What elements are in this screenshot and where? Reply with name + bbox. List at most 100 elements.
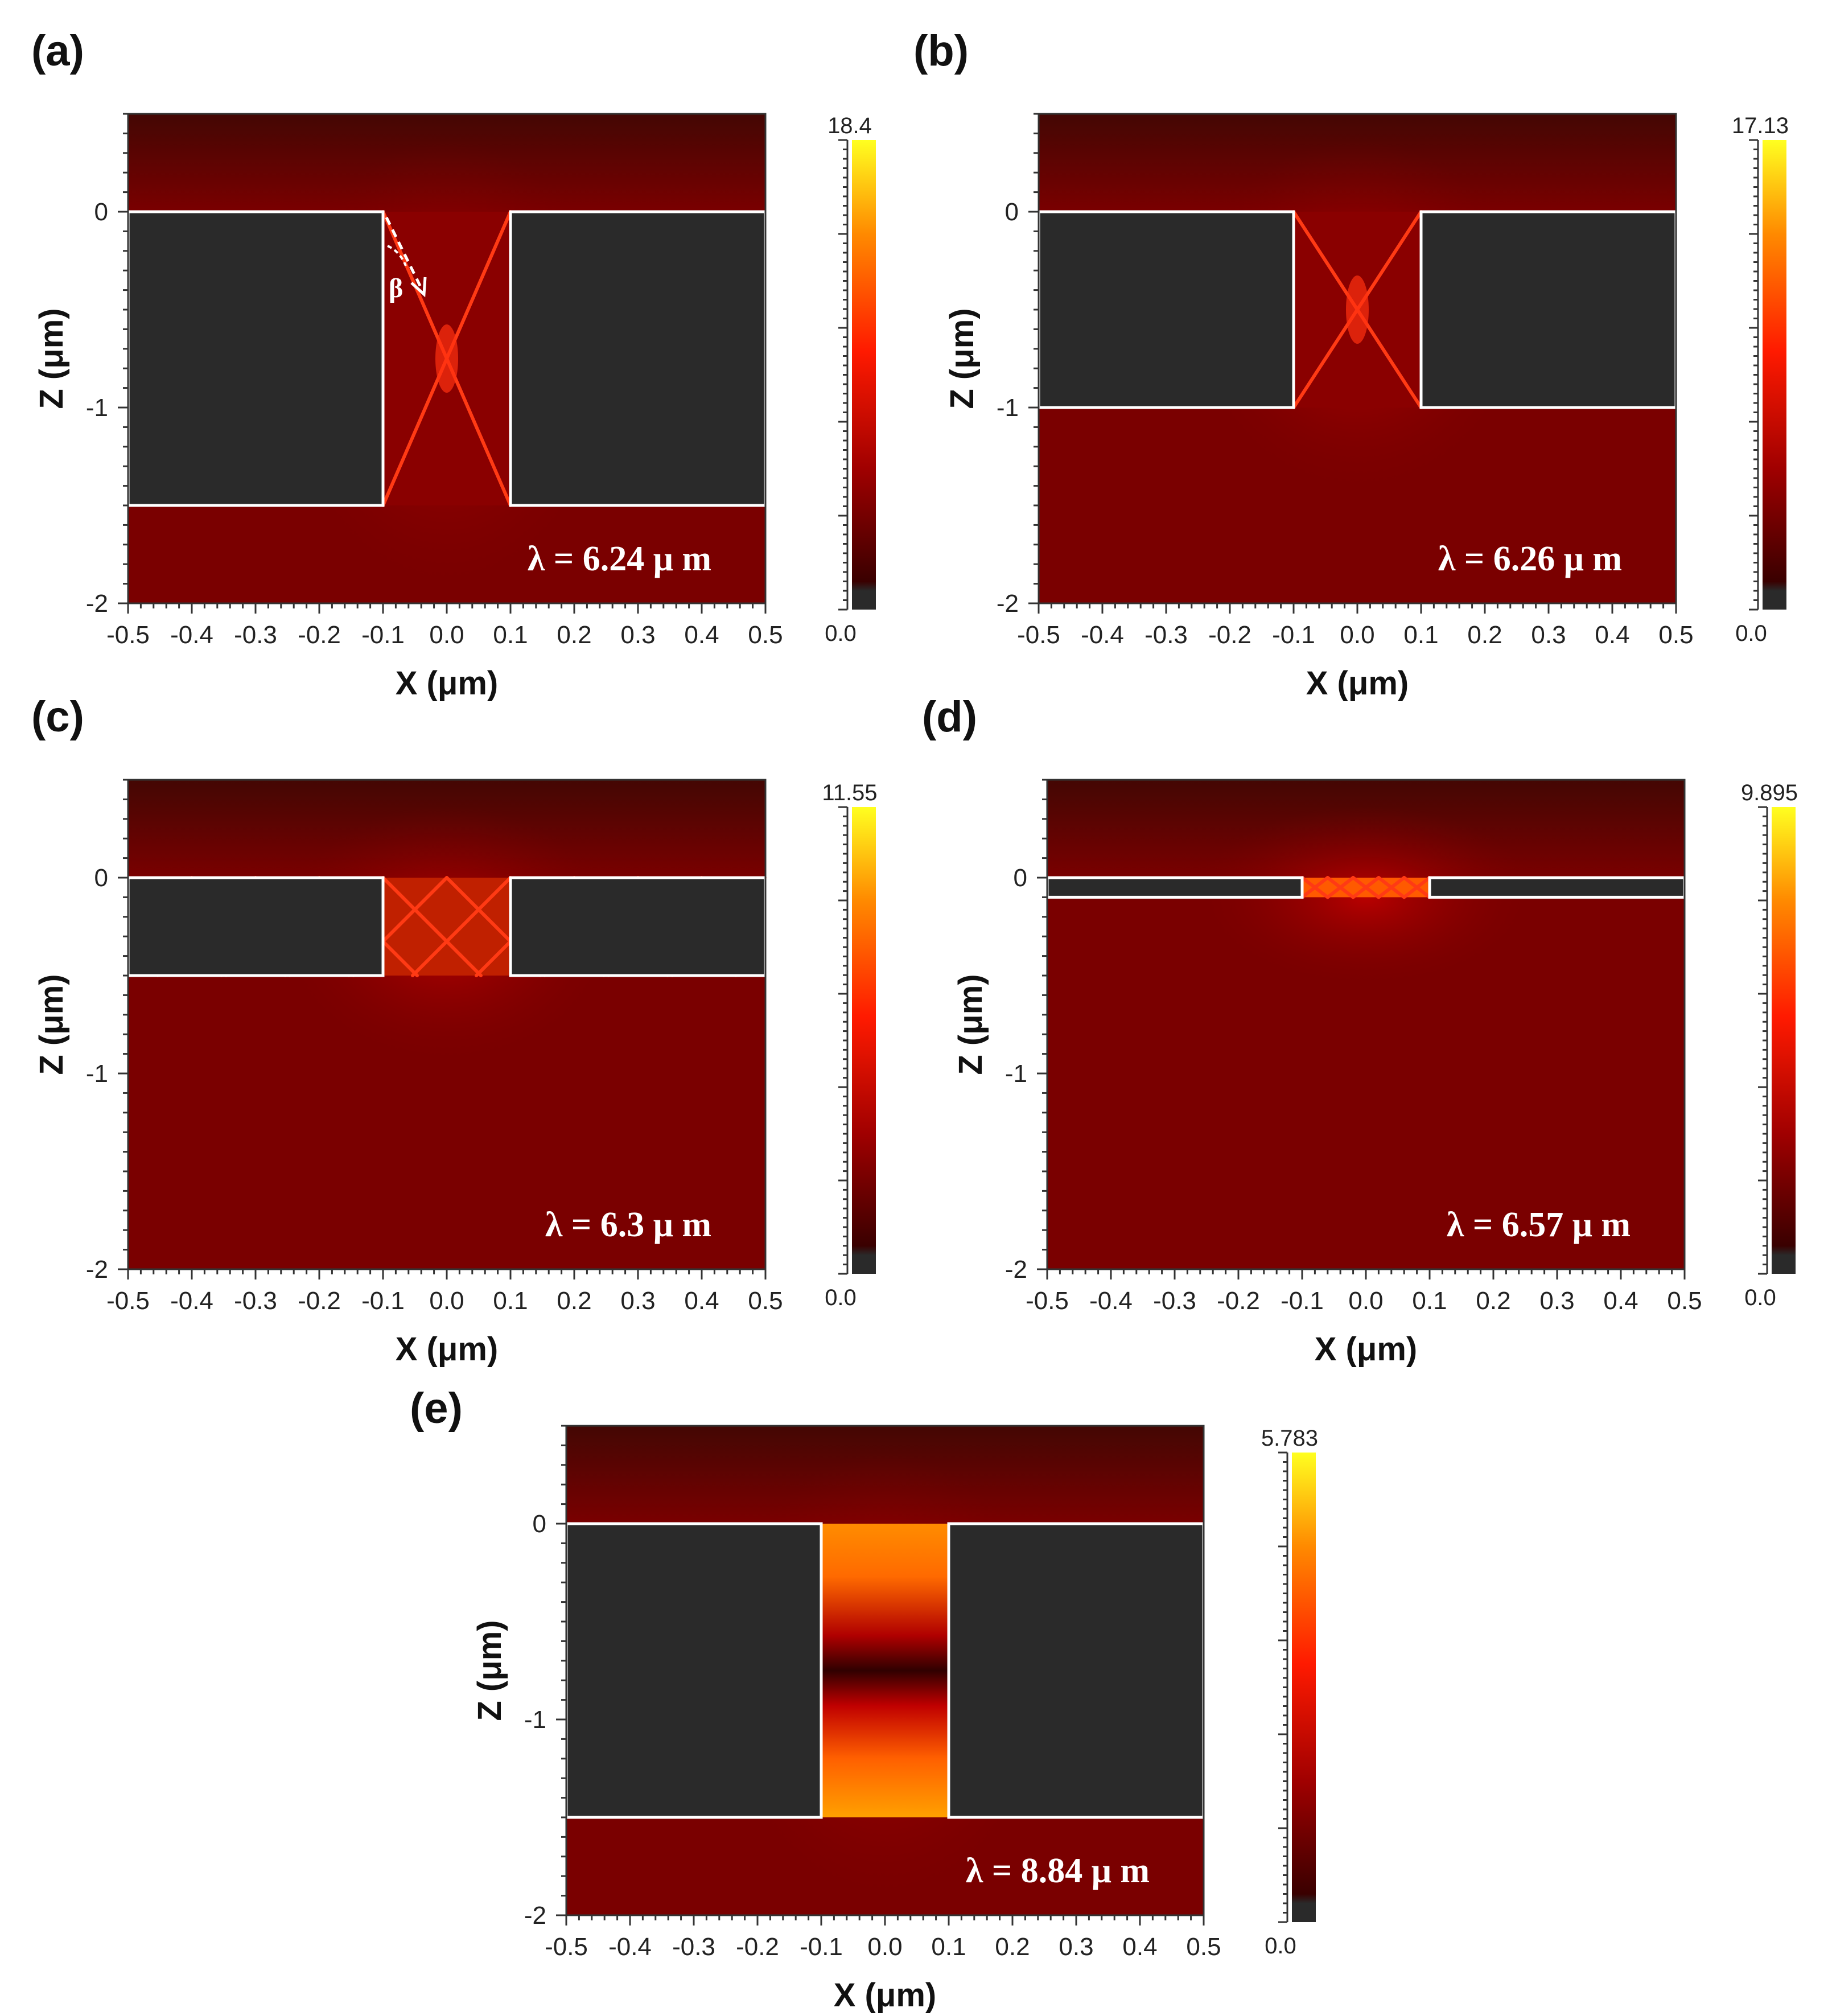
x-tick-label: 0.0: [1348, 1287, 1383, 1315]
x-axis-label: X (μm): [834, 1977, 937, 2014]
y-tick-label: -1: [86, 1060, 108, 1088]
x-tick-label: 0.4: [684, 621, 719, 649]
wavelength-label: λ = 8.84 μ m: [966, 1852, 1150, 1890]
y-axis-label: Z (μm): [471, 1620, 508, 1721]
panel-b: (b) λ = 6.26 μ m -0.5 -0.4 -0.3 -0.2 -0.1 0.0 0.…: [913, 27, 1789, 702]
wavelength-label: λ = 6.57 μ m: [1447, 1206, 1631, 1244]
x-axis-label: X (μm): [1315, 1331, 1418, 1368]
x-tick-label: -0.5: [106, 1287, 150, 1315]
x-tick-label: 0.3: [620, 1287, 655, 1315]
y-axis-label: Z (μm): [952, 974, 989, 1075]
x-tick-label: -0.2: [298, 621, 341, 649]
x-tick-label: -0.3: [1144, 621, 1188, 649]
y-axis-label: Z (μm): [33, 974, 70, 1075]
y-tick-label: -1: [524, 1706, 546, 1734]
colorbar-min-label: 0.0: [1744, 1285, 1776, 1310]
x-tick-label: 0.5: [748, 621, 783, 649]
ray-line: [411, 876, 512, 977]
x-tick-label: -0.2: [736, 1933, 779, 1961]
y-axis-label: Z (μm): [944, 308, 981, 409]
x-tick-label: -0.4: [608, 1933, 652, 1961]
y-tick-label: -2: [1005, 1256, 1027, 1283]
metal-block-left: [126, 876, 385, 977]
colorbar-min-label: 0.0: [825, 621, 857, 646]
y-tick-label: 0: [1014, 864, 1027, 892]
metal-block-right: [509, 876, 767, 977]
wavelength-label: λ = 6.3 μ m: [545, 1206, 711, 1244]
x-tick-label: 0.2: [557, 621, 591, 649]
y-tick-label: -2: [524, 1902, 546, 1929]
wavelength-label: λ = 6.24 μ m: [528, 540, 711, 578]
x-tick-label: -0.3: [234, 1287, 277, 1315]
x-tick-label: 0.1: [1412, 1287, 1447, 1315]
x-tick-label: 0.1: [493, 1287, 528, 1315]
x-tick-label: -0.5: [545, 1933, 588, 1961]
y-tick-label: 0: [1005, 198, 1019, 226]
ray-crossing: [435, 324, 458, 393]
y-tick-label: -2: [86, 1256, 108, 1283]
metal-block-left: [1037, 210, 1295, 409]
panel-d: (d) λ = 6.57 μ m -0.5 -0.4 -0.3 -0.2 -0.1 0.0 0.…: [922, 693, 1798, 1368]
x-tick-label: 0.3: [1531, 621, 1566, 649]
y-tick-label: 0: [94, 198, 108, 226]
y-tick-label: -2: [86, 590, 108, 618]
x-tick-label: -0.1: [361, 621, 405, 649]
x-tick-label: -0.5: [1026, 1287, 1069, 1315]
x-tick-label: 0.1: [493, 621, 528, 649]
colorbar-max-label: 18.4: [827, 113, 872, 138]
beta-arrowhead: [410, 277, 427, 298]
wavelength-label: λ = 6.26 μ m: [1438, 540, 1622, 578]
colorbar-min-label: 0.0: [825, 1285, 857, 1310]
x-tick-label: 0.0: [429, 621, 464, 649]
panel-c: (c) λ = 6.3 μ m -0.5 -0.4 -0.3 -0.2 -0.1 0.0 0.1…: [31, 693, 878, 1368]
x-tick-label: -0.1: [361, 1287, 405, 1315]
ray-line: [1377, 876, 1406, 899]
x-tick-label: -0.4: [170, 621, 213, 649]
ray-line: [381, 876, 483, 977]
ray-line: [1325, 876, 1355, 899]
panel-label: (a): [31, 27, 84, 75]
metal-block-right: [1419, 210, 1678, 409]
x-tick-label: 0.1: [1403, 621, 1438, 649]
ray-line: [1351, 876, 1381, 899]
x-tick-label: 0.0: [867, 1933, 902, 1961]
x-tick-label: -0.1: [800, 1933, 843, 1961]
y-tick-label: -1: [86, 394, 108, 422]
x-tick-label: 0.3: [620, 621, 655, 649]
colorbar-max-label: 17.13: [1732, 113, 1789, 138]
x-tick-label: -0.2: [1208, 621, 1251, 649]
beta-label: β: [389, 273, 403, 303]
colorbar: [1772, 807, 1796, 1274]
panel-label: (e): [410, 1384, 463, 1433]
x-tick-label: 0.5: [1658, 621, 1693, 649]
metal-block-left: [1045, 876, 1304, 899]
metal-block-right: [509, 210, 767, 507]
y-tick-label: -1: [997, 394, 1019, 422]
y-tick-label: 0: [94, 864, 108, 892]
y-tick-label: -1: [1005, 1060, 1027, 1088]
x-tick-label: 0.4: [1122, 1933, 1157, 1961]
x-axis-label: X (μm): [396, 1331, 499, 1368]
x-tick-label: 0.1: [931, 1933, 966, 1961]
x-tick-label: 0.5: [748, 1287, 783, 1315]
x-tick-label: 0.3: [1059, 1933, 1093, 1961]
ray-line: [1402, 876, 1431, 899]
x-tick-label: 0.0: [1340, 621, 1374, 649]
x-tick-label: 0.4: [684, 1287, 719, 1315]
x-tick-label: 0.2: [1476, 1287, 1510, 1315]
x-tick-label: 0.5: [1667, 1287, 1702, 1315]
colorbar-min-label: 0.0: [1735, 621, 1767, 646]
panel-label: (c): [31, 693, 84, 741]
x-tick-label: 0.3: [1539, 1287, 1574, 1315]
x-tick-label: 0.2: [995, 1933, 1030, 1961]
x-tick-label: 0.0: [429, 1287, 464, 1315]
y-tick-label: 0: [533, 1510, 546, 1538]
x-tick-label: 0.2: [1467, 621, 1502, 649]
slit-field: [821, 1524, 949, 1817]
colorbar: [852, 140, 876, 610]
x-axis-label: X (μm): [396, 665, 499, 702]
metal-block-right: [1428, 876, 1686, 899]
x-tick-label: -0.4: [170, 1287, 213, 1315]
x-tick-label: -0.4: [1089, 1287, 1133, 1315]
ray-crossing: [1346, 275, 1369, 344]
